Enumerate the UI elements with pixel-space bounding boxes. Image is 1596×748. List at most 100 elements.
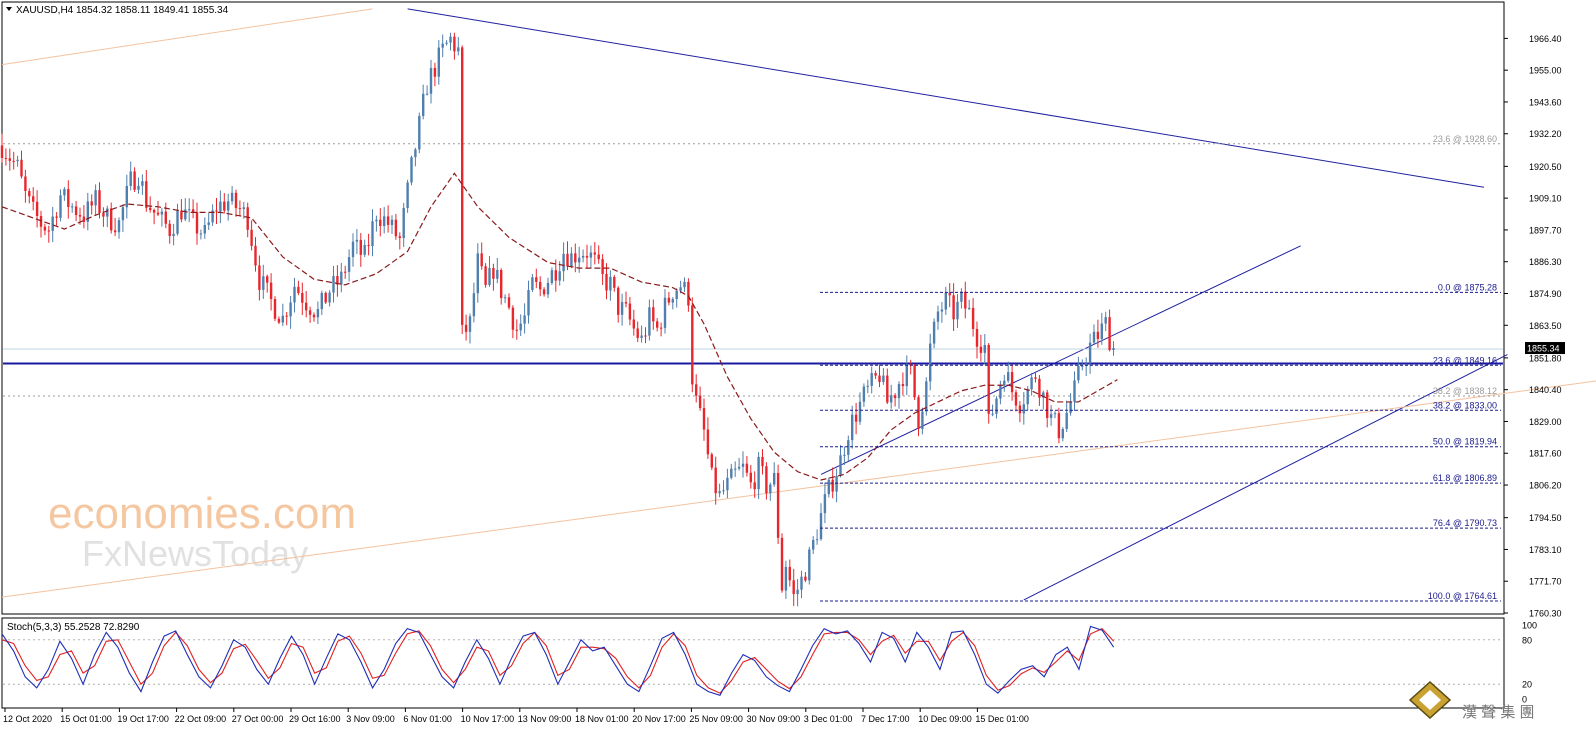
- candle-body: [121, 207, 125, 221]
- fib-label-2: 38.2 @ 1833.00: [1433, 400, 1497, 410]
- trendline-old-uptrend: [1, 8, 373, 66]
- candle-body: [145, 181, 148, 208]
- watermark: economies.com FxNewsToday: [48, 489, 356, 574]
- logo-inner-icon: [1419, 690, 1441, 710]
- candle-body: [722, 490, 725, 492]
- candle-body: [808, 549, 811, 581]
- candle-body: [878, 375, 881, 382]
- candle-body: [527, 289, 530, 316]
- candle-body: [862, 386, 866, 402]
- old-fib-label-0: 23.6 @ 1928.60: [1433, 134, 1497, 144]
- candle-body: [215, 210, 218, 212]
- candle-body: [47, 230, 50, 232]
- stoch-level-label: 80: [1522, 635, 1532, 645]
- candle-body: [921, 411, 924, 429]
- menu-triangle-icon[interactable]: [6, 7, 12, 11]
- candle-body: [839, 455, 842, 476]
- candle-body: [979, 346, 983, 353]
- time-tick-label: 3 Nov 09:00: [346, 714, 395, 724]
- candle-body: [523, 315, 526, 324]
- price-tick-label: 1829.00: [1529, 417, 1562, 427]
- candle-body: [749, 472, 752, 483]
- candle-body: [305, 302, 308, 311]
- candle-body: [835, 475, 838, 492]
- candle-body: [63, 189, 66, 196]
- candle-body: [230, 192, 234, 202]
- candle-body: [1088, 342, 1092, 364]
- candle-body: [503, 297, 507, 299]
- candle-body: [1108, 317, 1111, 351]
- candle-body: [745, 463, 749, 473]
- price-tick-label: 1943.60: [1529, 97, 1562, 107]
- moving-average: [1, 172, 1118, 481]
- candle-body: [1077, 365, 1080, 381]
- candle-body: [1061, 428, 1064, 439]
- candle-body: [609, 276, 612, 291]
- candle-body: [956, 301, 959, 320]
- candle-body: [613, 276, 616, 288]
- candle-body: [1081, 365, 1084, 367]
- candle-body: [464, 324, 468, 332]
- candle-body: [765, 466, 768, 494]
- candle-body: [219, 201, 222, 212]
- time-tick-label: 15 Oct 01:00: [60, 714, 112, 724]
- candle-body: [991, 413, 994, 415]
- candle-body: [351, 241, 355, 258]
- candle-body: [55, 216, 58, 218]
- candle-body: [386, 216, 390, 225]
- candle-body: [238, 208, 242, 210]
- time-tick-label: 13 Nov 09:00: [518, 714, 572, 724]
- candle-body: [176, 210, 179, 234]
- candle-body: [340, 271, 343, 285]
- candle-body: [285, 315, 288, 317]
- candle-body: [554, 270, 557, 281]
- candle-body: [277, 318, 281, 323]
- candle-body: [874, 373, 877, 376]
- candle-body: [1100, 323, 1103, 339]
- candle-body: [269, 282, 273, 300]
- stoch-signal-line: [1, 628, 1115, 694]
- candle-body: [422, 93, 425, 116]
- candle-body: [496, 269, 499, 279]
- candle-body: [110, 208, 113, 231]
- candle-body: [1042, 392, 1045, 398]
- candle-body: [355, 239, 359, 242]
- candle-body: [449, 36, 452, 43]
- candle-body: [823, 494, 827, 514]
- trendline-long-uptrend: [1, 380, 1596, 598]
- candle-body: [624, 302, 628, 304]
- candle-body: [336, 276, 339, 285]
- candle-body: [441, 43, 444, 48]
- candle-body: [730, 468, 733, 478]
- candle-body: [659, 327, 663, 329]
- candle-body: [640, 335, 643, 338]
- candle-body: [706, 429, 710, 455]
- candle-body: [258, 265, 261, 290]
- candle-body: [913, 365, 916, 398]
- stoch-main-line: [1, 625, 1115, 696]
- price-tick-label: 1817.60: [1529, 449, 1562, 459]
- current-price-box: [1525, 342, 1565, 355]
- price-tick-label: 1874.90: [1529, 289, 1562, 299]
- candle-body: [293, 286, 296, 303]
- candle-body: [453, 36, 456, 52]
- fibonacci-levels: 0.0 @ 1875.28 23.6 @ 1849.16 38.2 @ 1833.0…: [820, 282, 1501, 602]
- candle-body: [718, 491, 721, 494]
- candle-body: [663, 297, 667, 328]
- candle-body: [917, 397, 920, 429]
- candle-body: [410, 157, 413, 183]
- candle-body: [390, 219, 394, 225]
- candle-body: [172, 233, 175, 237]
- fib-label-5: 76.4 @ 1790.73: [1433, 518, 1497, 528]
- price-axis: 1966.40 1955.00 1943.60 1932.20 1920.50 1909.…: [1504, 34, 1565, 619]
- candle-body: [164, 211, 167, 224]
- fib-label-0: 0.0 @ 1875.28: [1438, 282, 1497, 292]
- price-tick-label: 1760.30: [1529, 609, 1562, 619]
- candle-body: [1104, 317, 1107, 324]
- candle-body: [67, 189, 70, 207]
- stochastic-panel: [1, 617, 1505, 709]
- candle-body: [406, 182, 409, 208]
- stoch-level-label: 0: [1522, 695, 1527, 705]
- candle-body: [43, 226, 47, 231]
